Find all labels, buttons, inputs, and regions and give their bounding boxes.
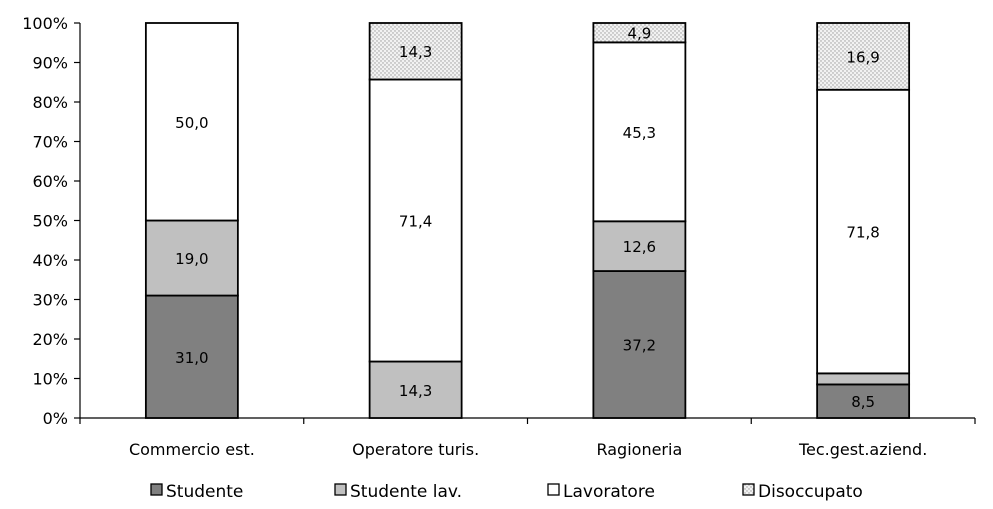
- y-tick-label: 90%: [32, 54, 68, 73]
- data-label: 71,4: [399, 213, 432, 231]
- bar-segment: [368, 360, 463, 419]
- data-label: 8,5: [851, 393, 875, 411]
- legend: Studente Studente lav. Lavoratore Disoccupa…: [150, 482, 863, 502]
- y-tick-label: 40%: [32, 251, 68, 270]
- bar-segment: [144, 219, 239, 297]
- y-tick-label: 10%: [32, 370, 68, 389]
- legend-swatch: [742, 483, 755, 496]
- axes: 0% 10% 20% 30% 40% 50% 60% 70% 80% 90% 100% Commerc…: [22, 14, 976, 459]
- data-label: 14,3: [399, 382, 432, 400]
- bar-segment: [816, 88, 911, 375]
- bar-segment: [816, 372, 911, 386]
- legend-label: Lavoratore: [563, 482, 655, 502]
- legend-swatch: [334, 483, 347, 496]
- data-label: 37,2: [623, 337, 656, 355]
- y-tick-label: 70%: [32, 133, 68, 152]
- y-tick-label: 20%: [32, 330, 68, 349]
- bar-segment: [816, 22, 911, 91]
- bar-segment: [592, 220, 687, 272]
- legend-label: Studente lav.: [350, 482, 462, 502]
- bar-segment: [592, 270, 687, 419]
- legend-swatch: [150, 483, 163, 496]
- x-category-label: Ragioneria: [596, 440, 682, 459]
- legend-swatch: [547, 483, 560, 496]
- bar-segment: [592, 22, 687, 44]
- bar-segment: [592, 41, 687, 223]
- data-label: 16,9: [846, 48, 879, 66]
- legend-label: Disoccupato: [758, 482, 863, 502]
- data-label: 50,0: [175, 114, 208, 132]
- data-label: 4,9: [627, 25, 651, 43]
- y-tick-label: 0%: [43, 409, 68, 428]
- x-category-label: Tec.gest.aziend.: [798, 440, 927, 459]
- y-tick-label: 50%: [32, 212, 68, 231]
- data-label: 71,8: [846, 224, 879, 242]
- data-label: 31,0: [175, 349, 208, 367]
- data-label: 45,3: [623, 124, 656, 142]
- data-label: 12,6: [623, 238, 656, 256]
- y-tick-label: 60%: [32, 172, 68, 191]
- x-category-label: Operatore turis.: [352, 440, 479, 459]
- y-tick-label: 100%: [22, 14, 68, 33]
- bar-segment: [144, 22, 239, 222]
- y-tick-label: 30%: [32, 291, 68, 310]
- legend-label: Studente: [166, 482, 243, 502]
- data-label: 19,0: [175, 250, 208, 268]
- bars: 31,0 19,0 50,0 14,3 71,4 14,3 37,2 12,6 45,3 4,9 8…: [144, 22, 911, 419]
- data-label: 14,3: [399, 43, 432, 61]
- y-tick-label: 80%: [32, 93, 68, 112]
- x-category-label: Commercio est.: [129, 440, 255, 459]
- bar-segment: [368, 22, 463, 81]
